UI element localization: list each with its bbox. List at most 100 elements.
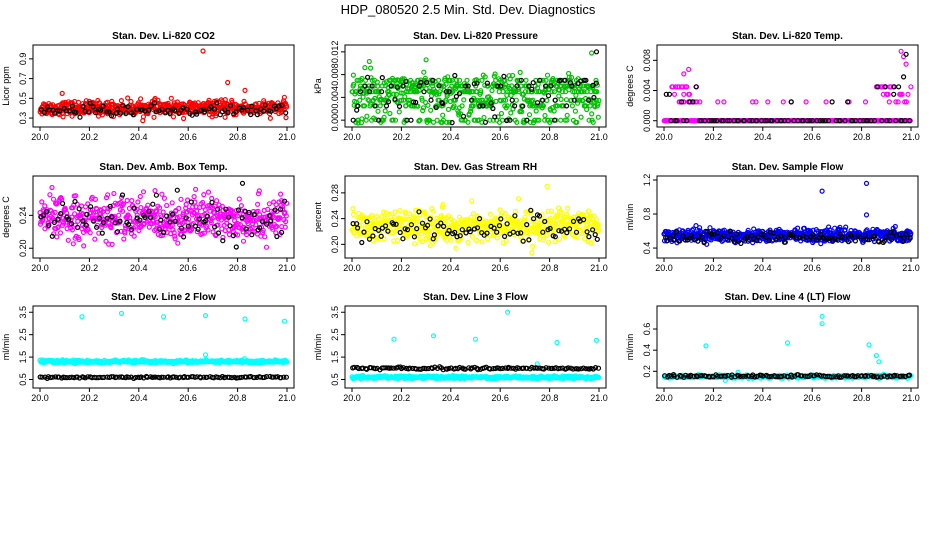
- x-axis: 20.0 20.2 20.4 20.6 20.8 21.0: [31, 127, 296, 142]
- data-point: [428, 107, 434, 113]
- data-point: [391, 91, 397, 97]
- x-tick-label: 20.6: [803, 132, 821, 142]
- y-tick-label: 0.28: [330, 184, 340, 202]
- x-tick-label: 20.8: [541, 263, 559, 273]
- data-point: [357, 97, 363, 103]
- data-point: [578, 83, 584, 90]
- data-point: [427, 117, 433, 123]
- data-point: [507, 117, 513, 123]
- data-point: [440, 100, 446, 107]
- outlier-point: [200, 48, 206, 54]
- series-2: [350, 49, 600, 126]
- data-point: [586, 117, 592, 123]
- panel-title: Stan. Dev. Li-820 Pressure: [413, 31, 538, 42]
- data-point: [380, 117, 386, 123]
- data-point: [495, 114, 501, 120]
- data-point: [444, 119, 450, 125]
- data-point: [229, 97, 235, 104]
- data-point: [534, 117, 540, 123]
- x-tick-label: 21.0: [278, 393, 296, 403]
- y-axis-label: kPa: [313, 78, 323, 94]
- data-point: [480, 103, 486, 109]
- data-point: [284, 104, 290, 110]
- y-tick-label: 0.4: [642, 242, 652, 255]
- data-point: [170, 114, 177, 120]
- data-point: [117, 110, 124, 116]
- data-point: [123, 110, 129, 116]
- data-point: [447, 77, 453, 84]
- data-point: [108, 113, 115, 119]
- data-point: [446, 89, 452, 95]
- x-tick-label: 20.0: [655, 132, 673, 142]
- outlier-point: [225, 79, 231, 86]
- data-point: [573, 92, 579, 98]
- data-point: [517, 69, 523, 76]
- x-tick-label: 21.0: [278, 132, 296, 142]
- y-axis-label: degrees C: [1, 196, 11, 238]
- y-tick-label: 0.004: [642, 79, 652, 102]
- data-point: [471, 81, 477, 87]
- data-point: [509, 72, 516, 79]
- data-point: [562, 77, 568, 83]
- panel-title: Stan. Dev. Sample Flow: [732, 162, 844, 173]
- data-point: [540, 97, 546, 103]
- data-point: [445, 106, 452, 113]
- x-tick-label: 21.0: [902, 132, 920, 142]
- y-axis-label: degrees C: [625, 65, 635, 107]
- data-point: [591, 94, 597, 101]
- data-point: [396, 109, 402, 115]
- data-point: [559, 89, 565, 95]
- data-point: [464, 77, 470, 83]
- data-point: [434, 117, 440, 123]
- data-point: [80, 103, 86, 110]
- plot-frame: [344, 44, 607, 128]
- data-point: [373, 116, 379, 123]
- data-point: [240, 105, 246, 111]
- data-point: [375, 117, 382, 123]
- x-tick-label: 20.0: [31, 393, 49, 403]
- data-point: [595, 114, 601, 120]
- data-point: [721, 99, 727, 105]
- data-point: [534, 100, 541, 106]
- data-point: [427, 89, 433, 95]
- data-point: [159, 106, 165, 112]
- data-point: [536, 117, 542, 123]
- data-point: [368, 65, 374, 71]
- x-tick-label: 20.6: [491, 132, 509, 142]
- x-tick-label: 20.2: [705, 263, 723, 273]
- data-point: [440, 112, 446, 118]
- plot-frame: [32, 44, 295, 128]
- data-point: [589, 111, 595, 117]
- x-tick-label: 21.0: [278, 263, 296, 273]
- data-point: [533, 108, 539, 114]
- data-point: [558, 96, 564, 103]
- data-point: [765, 99, 771, 105]
- data-point: [529, 86, 535, 92]
- data-point: [517, 108, 523, 115]
- data-point: [478, 90, 484, 96]
- data-point: [503, 97, 509, 103]
- y-axis-label: percent: [313, 201, 323, 232]
- data-point: [556, 93, 562, 99]
- data-point: [552, 97, 558, 103]
- data-point: [593, 80, 599, 86]
- data-point: [424, 79, 430, 86]
- x-tick-label: 20.8: [229, 132, 247, 142]
- data-point: [540, 103, 547, 109]
- x-tick-label: 20.0: [655, 263, 673, 273]
- data-point: [151, 100, 157, 106]
- data-point: [399, 97, 405, 103]
- data-point: [172, 107, 178, 113]
- data-point: [106, 109, 112, 115]
- data-point: [153, 109, 160, 115]
- data-point: [148, 103, 154, 109]
- data-point: [566, 74, 572, 81]
- x-tick-label: 20.8: [853, 263, 871, 273]
- y-axis: 0.30.50.70.9: [18, 53, 33, 124]
- data-point: [245, 107, 251, 113]
- data-point: [69, 103, 75, 109]
- data-point: [465, 119, 471, 125]
- x-tick-label: 20.0: [31, 132, 49, 142]
- x-tick-label: 20.8: [229, 263, 247, 273]
